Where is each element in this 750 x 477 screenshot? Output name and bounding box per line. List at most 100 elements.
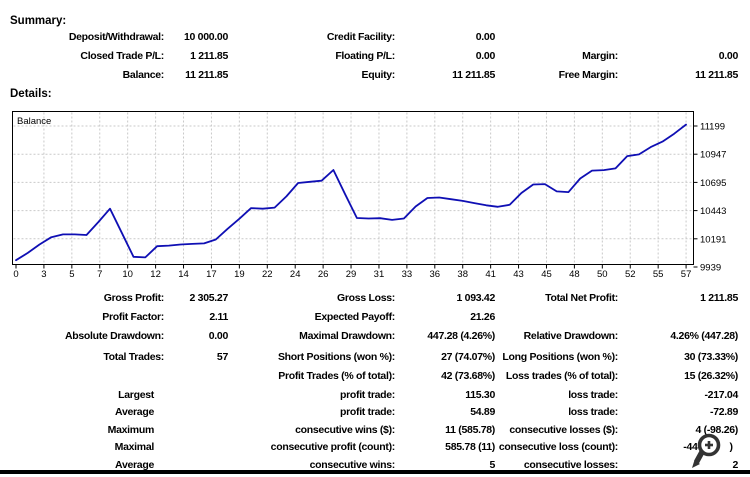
value-cell: 0.00: [208, 329, 229, 342]
label-cell: consecutive loss (count):: [498, 441, 618, 454]
stats-extremes-table: Largest profit trade: 115.30 loss trade:…: [0, 386, 739, 474]
label-cell: Margin:: [582, 49, 618, 62]
label-cell: Deposit/Withdrawal:: [68, 30, 164, 43]
svg-text:41: 41: [485, 269, 496, 280]
label-cell: consecutive losses:: [523, 458, 618, 471]
label-cell: Absolute Drawdown:: [64, 329, 164, 342]
stats-row: Average profit trade: 54.89 loss trade: …: [0, 404, 738, 422]
summary-row: Closed Trade P/L: 1 211.85 Floating P/L:…: [0, 46, 738, 65]
label-cell: profit trade:: [339, 406, 395, 419]
stats-row: Gross Profit: 2 305.27 Gross Loss: 1 093…: [0, 288, 739, 307]
zoom-in-magnifier-icon: [692, 433, 721, 468]
svg-text:12: 12: [150, 269, 161, 280]
label-cell: loss trade:: [568, 388, 618, 401]
value-cell: 4 (-98.26): [695, 423, 738, 436]
label-cell: Largest: [118, 388, 154, 401]
label-cell: consecutive profit (count):: [270, 441, 396, 454]
stats-row: Profit Trades (% of total): 42 (73.68%) …: [0, 366, 738, 385]
value-cell: 4.26% (447.28): [670, 329, 738, 342]
svg-text:43: 43: [513, 269, 524, 280]
label-cell: consecutive losses ($):: [509, 423, 618, 436]
svg-text:3: 3: [41, 269, 46, 280]
value-cell: 1 211.85: [190, 49, 228, 62]
label-cell: consecutive wins:: [309, 458, 396, 471]
svg-text:48: 48: [569, 269, 580, 280]
value-cell: 15 (26.32%): [684, 369, 738, 382]
label-cell: Average: [115, 458, 154, 471]
svg-text:10695: 10695: [700, 178, 726, 189]
svg-text:Balance: Balance: [17, 116, 51, 127]
value-cell: 0.00: [475, 49, 496, 62]
stats-row: Absolute Drawdown: 0.00 Maximal Drawdown…: [0, 326, 738, 345]
svg-text:10947: 10947: [700, 150, 726, 161]
svg-text:14: 14: [178, 269, 189, 280]
label-cell: Closed Trade P/L:: [80, 49, 164, 62]
label-cell: Balance:: [122, 68, 165, 81]
stats-row: Average consecutive wins: 5 consecutive …: [0, 456, 738, 474]
value-cell: 2.11: [209, 310, 228, 323]
value-cell: 5: [489, 458, 495, 471]
value-cell: 11 (585.78): [445, 423, 495, 436]
label-cell: Maximal Drawdown:: [299, 329, 395, 342]
label-cell: Expected Payoff:: [314, 310, 396, 323]
value-cell: 11 211.85: [452, 68, 495, 81]
label-cell: consecutive wins ($):: [295, 423, 395, 436]
value-cell: -217.04: [704, 388, 738, 401]
value-cell: 42 (73.68%): [441, 369, 495, 382]
label-cell: Gross Profit:: [103, 291, 165, 304]
summary-row: Balance: 11 211.85 Equity: 11 211.85 Fre…: [0, 65, 739, 84]
label-cell: Profit Factor:: [102, 310, 164, 323]
svg-text:22: 22: [262, 269, 273, 280]
svg-text:57: 57: [681, 269, 692, 280]
svg-text:31: 31: [374, 269, 385, 280]
label-cell: Maximal: [114, 441, 155, 454]
value-cell: 30 (73.33%): [684, 350, 738, 363]
svg-text:45: 45: [541, 269, 552, 280]
stats-trades-table: Total Trades: 57 Short Positions (won %)…: [0, 347, 738, 385]
svg-text:5: 5: [69, 269, 74, 280]
svg-text:38: 38: [457, 269, 468, 280]
value-cell: -72.89: [710, 406, 738, 419]
stats-row: Profit Factor: 2.11 Expected Payoff: 21.…: [0, 307, 738, 326]
label-cell: Credit Facility:: [326, 30, 395, 43]
value-cell: 27 (74.07%): [441, 350, 495, 363]
label-cell: Profit Trades (% of total):: [278, 369, 395, 382]
value-cell: 0.00: [475, 30, 496, 43]
svg-text:10: 10: [122, 269, 133, 280]
stats-profit-table: Gross Profit: 2 305.27 Gross Loss: 1 093…: [0, 288, 738, 345]
svg-text:29: 29: [346, 269, 357, 280]
label-cell: Floating P/L:: [335, 49, 395, 62]
svg-text:55: 55: [653, 269, 664, 280]
value-cell: 585.78 (11): [445, 441, 495, 454]
value-cell: 0.00: [718, 49, 739, 62]
stats-row: Maximal consecutive profit (count): 585.…: [0, 439, 738, 457]
value-cell: 447.28 (4.26%): [427, 329, 495, 342]
value-cell: 1 211.85: [700, 291, 738, 304]
svg-text:36: 36: [430, 269, 441, 280]
svg-text:24: 24: [290, 269, 301, 280]
label-cell: Short Positions (won %):: [277, 350, 395, 363]
value-cell: 2 305.27: [189, 291, 229, 304]
stats-row: Largest profit trade: 115.30 loss trade:…: [0, 386, 738, 404]
label-cell: Free Margin:: [558, 68, 619, 81]
label-cell: profit trade:: [339, 388, 395, 401]
value-cell: 115.30: [465, 388, 495, 401]
svg-text:11199: 11199: [700, 122, 725, 133]
value-cell: 57: [216, 350, 228, 363]
label-cell: Relative Drawdown:: [523, 329, 619, 342]
bottom-border-bar: [0, 470, 750, 474]
label-cell: Maximum: [107, 423, 155, 436]
value-cell: 21.26: [470, 310, 495, 323]
value-cell: 1 093.42: [456, 291, 496, 304]
svg-text:10191: 10191: [700, 234, 726, 245]
svg-text:26: 26: [318, 269, 329, 280]
value-cell: 11 211.85: [695, 68, 738, 81]
label-cell: Loss trades (% of total):: [505, 369, 618, 382]
label-cell: loss trade:: [568, 406, 618, 419]
value-cell: 2: [732, 458, 738, 471]
svg-text:0: 0: [13, 269, 18, 280]
stats-row: Maximum consecutive wins ($): 11 (585.78…: [0, 421, 739, 439]
summary-title: Summary:: [10, 15, 67, 27]
svg-text:50: 50: [597, 269, 608, 280]
